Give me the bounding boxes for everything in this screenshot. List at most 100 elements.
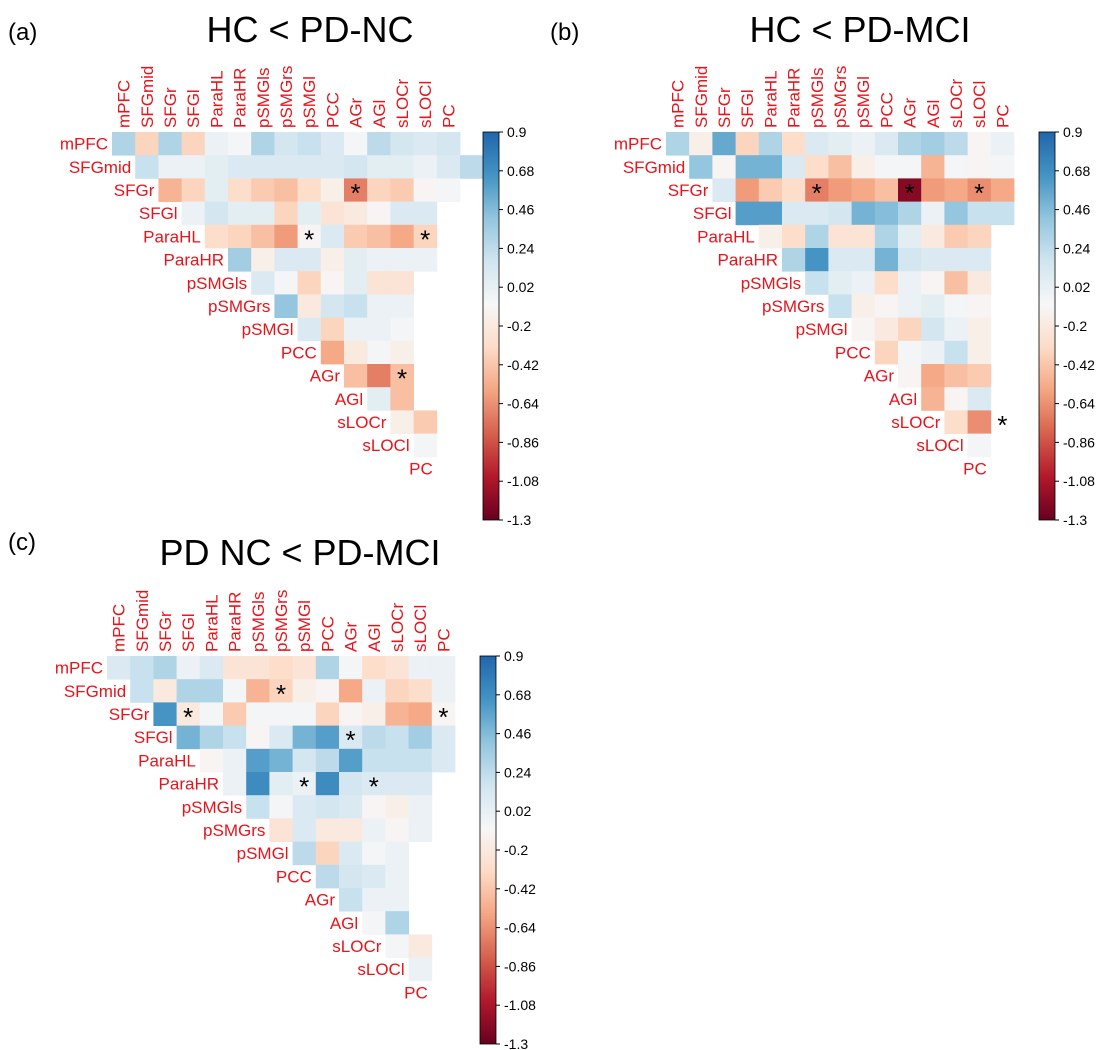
colorbar-tick-label: -1.3 [507, 512, 531, 528]
heatmap-cell [805, 248, 829, 272]
heatmap-cell [898, 132, 922, 156]
row-label: ParaHL [697, 227, 755, 246]
heatmap-cell [689, 132, 713, 156]
heatmap-cell [153, 702, 177, 726]
heatmap-cell [297, 178, 322, 202]
column-label: AGr [901, 97, 920, 128]
row-label: pSMGrs [208, 297, 270, 316]
heatmap-cell [269, 656, 293, 680]
heatmap-cell [874, 132, 899, 156]
row-label: pSMGrs [203, 821, 265, 840]
heatmap-cell [199, 656, 224, 680]
heatmap-cell [944, 271, 968, 295]
column-label: sLOCr [393, 79, 412, 128]
heatmap-cell [385, 748, 409, 773]
heatmap-cell [367, 132, 391, 156]
heatmap-cell [269, 748, 293, 773]
heatmap-cell [921, 248, 945, 272]
heatmap-cell [431, 656, 456, 680]
heatmap-cell [390, 271, 414, 295]
row-label: ParaHL [143, 227, 201, 246]
heatmap-cell [944, 387, 968, 411]
heatmap-cell [413, 178, 438, 202]
heatmap-cell [315, 818, 340, 842]
heatmap-panel-b: (b) HC < PD-MCI mPFCSFGmidSFGrSFGlParaHL… [550, 9, 1095, 528]
heatmap-cell [898, 340, 922, 365]
significance-star: * [276, 679, 286, 709]
heatmap-cell [390, 224, 414, 249]
heatmap-cell [898, 155, 922, 179]
column-label: mPFC [115, 80, 134, 128]
heatmap-cell [199, 702, 224, 726]
heatmap-panel-a: (a) HC < PD-NC mPFCSFGmidSFGrSFGlParaHLP… [8, 9, 539, 528]
heatmap-cell [367, 201, 391, 226]
heatmap-cell [408, 748, 433, 773]
colorbar-tick-label: -1.08 [504, 997, 536, 1013]
heatmap-cell [385, 864, 409, 889]
heatmap-cell [320, 224, 345, 249]
heatmap-cell [828, 224, 852, 249]
heatmap-cell [413, 224, 438, 249]
heatmap-cell [251, 155, 275, 179]
heatmap-cell [390, 178, 414, 202]
heatmap-cell [408, 702, 433, 726]
heatmap-cell [944, 248, 968, 272]
heatmap-cell [228, 155, 252, 179]
heatmap-cell [362, 888, 386, 912]
heatmap-cell [874, 224, 899, 249]
heatmap-cell [339, 888, 363, 912]
heatmap-cell [967, 410, 992, 434]
heatmap-cell [921, 294, 945, 318]
heatmap-cell [228, 201, 252, 226]
row-label: pSMGl [237, 844, 289, 863]
heatmap-cell [130, 656, 154, 680]
heatmap-cell [297, 317, 322, 342]
heatmap-cell [199, 679, 224, 703]
colorbar-tick-label: 0.68 [1063, 163, 1090, 179]
heatmap-cell [297, 248, 322, 272]
heatmap-cell [320, 132, 345, 156]
heatmap-cell [367, 155, 391, 179]
heatmap-cell [967, 224, 992, 249]
heatmap-cell [344, 248, 368, 272]
column-label: PC [439, 104, 458, 128]
heatmap-cell [344, 364, 368, 388]
heatmap-cell [408, 656, 433, 680]
heatmap-cell [339, 656, 363, 680]
heatmap-cell [315, 679, 340, 703]
column-label: ParaHR [785, 68, 804, 128]
colorbar-tick-label: 0.24 [504, 764, 531, 780]
row-label: PCC [276, 867, 312, 886]
heatmap-cell [367, 271, 391, 295]
heatmap-cell [223, 772, 247, 796]
heatmap-cell [292, 818, 317, 842]
heatmap-cell [204, 155, 229, 179]
heatmap-cell [339, 748, 363, 773]
row-label: SFGmid [64, 682, 126, 701]
heatmap-cell [107, 656, 131, 680]
heatmap-cell [944, 317, 968, 342]
heatmap-cell [223, 702, 247, 726]
heatmap-cell [362, 725, 386, 750]
heatmap-cell [297, 155, 322, 179]
heatmap-cell [805, 224, 829, 249]
heatmap-cell [436, 132, 461, 156]
row-label: sLOCl [357, 960, 404, 979]
row-label: PC [409, 459, 433, 478]
heatmap-cell [246, 795, 270, 819]
heatmap-cell [339, 818, 363, 842]
heatmap-cell [666, 132, 690, 156]
column-label: SFGr [156, 611, 175, 652]
heatmap-cell [689, 155, 713, 179]
row-label: AGr [305, 891, 336, 910]
row-label: pSMGls [187, 274, 247, 293]
heatmap-cell [344, 271, 368, 295]
heatmap-cell [990, 178, 1015, 202]
heatmap-cell [828, 178, 852, 202]
heatmap-cell [274, 294, 298, 318]
heatmap-cell [944, 224, 968, 249]
column-label: PCC [318, 616, 337, 652]
colorbar-tick-label: -0.42 [504, 881, 536, 897]
colorbar-gradient [479, 655, 497, 1045]
heatmap-cell [712, 178, 736, 202]
